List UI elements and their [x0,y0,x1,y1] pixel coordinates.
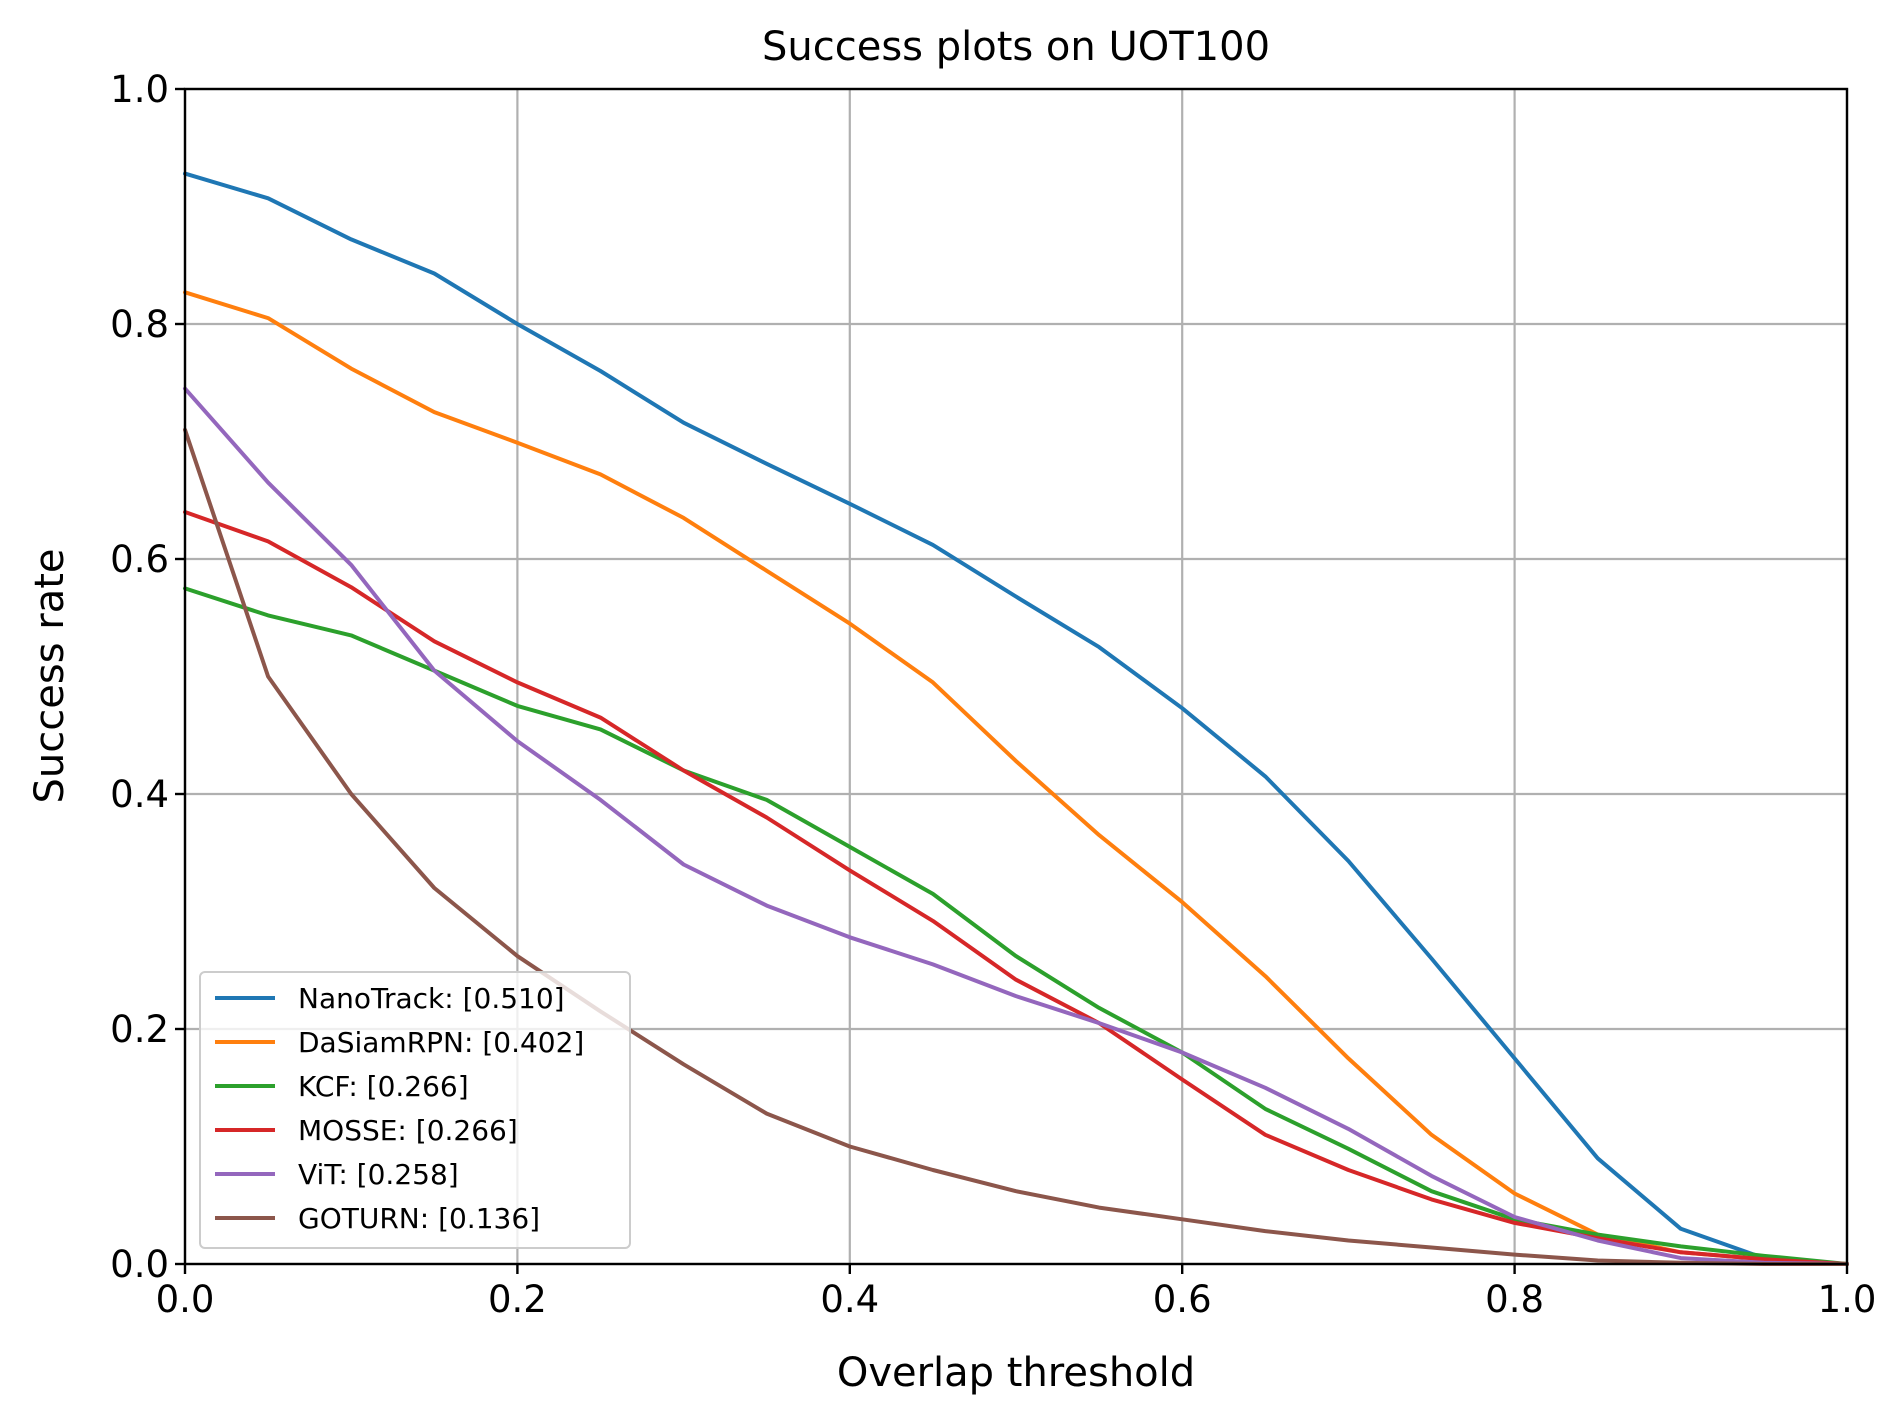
y-tick-label: 0.0 [110,1243,169,1286]
legend-label: ViT: [0.258] [298,1158,459,1191]
series-line [183,586,1849,1266]
x-tick-label: 0.0 [156,1278,215,1321]
legend-items: NanoTrack: [0.510] DaSiamRPN: [0.402] KCF:… [215,982,584,1235]
chart-title: Success plots on UOT100 [762,24,1270,70]
plot-frame [183,87,1849,1266]
x-tick-label: 1.0 [1818,1278,1877,1321]
legend-label: NanoTrack: [0.510] [298,982,565,1015]
series-line [183,427,1849,1266]
x-tick-label: 0.4 [820,1278,879,1321]
x-tick-label: 0.8 [1485,1278,1544,1321]
y-tick-label: 0.8 [110,303,169,346]
legend: NanoTrack: [0.510] DaSiamRPN: [0.402] KCF:… [199,971,631,1249]
series-layer [183,171,1849,1266]
y-tick-label: 0.2 [110,1008,169,1051]
y-tick-label: 1.0 [110,68,169,111]
y-tick-label: 0.6 [110,538,169,581]
y-tick-label: 0.4 [110,773,169,816]
legend-box [199,971,631,1249]
legend-label: KCF: [0.266] [298,1070,469,1103]
tick-layer: 0.0 0.2 0.4 0.6 0.8 1.0 0.0 0.2 0.4 0.6 0.8 1.0 [110,68,1876,1321]
series-line [183,290,1849,1266]
y-axis-label: Success rate [27,549,73,804]
legend-label: MOSSE: [0.266] [298,1114,518,1147]
x-axis-label: Overlap threshold [837,1350,1195,1396]
x-tick-label: 0.2 [488,1278,547,1321]
series-line [183,386,1849,1266]
legend-label: GOTURN: [0.136] [298,1202,540,1235]
legend-label: DaSiamRPN: [0.402] [298,1026,584,1059]
series-line [183,171,1849,1266]
x-tick-label: 0.6 [1153,1278,1212,1321]
